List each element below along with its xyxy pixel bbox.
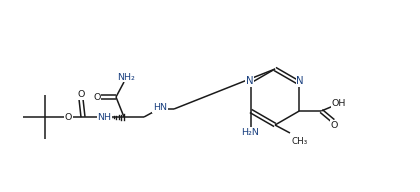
Text: O: O <box>77 90 85 99</box>
Text: NH: NH <box>97 113 111 122</box>
Text: NH₂: NH₂ <box>117 73 135 81</box>
Text: CH₃: CH₃ <box>291 137 308 146</box>
Text: H₂N: H₂N <box>241 128 259 137</box>
Text: O: O <box>331 121 338 129</box>
Text: HN: HN <box>153 103 167 113</box>
Text: N: N <box>297 76 304 87</box>
Text: OH: OH <box>331 98 346 108</box>
Text: N: N <box>246 76 254 87</box>
Text: O: O <box>93 93 101 102</box>
Text: O: O <box>65 113 72 122</box>
